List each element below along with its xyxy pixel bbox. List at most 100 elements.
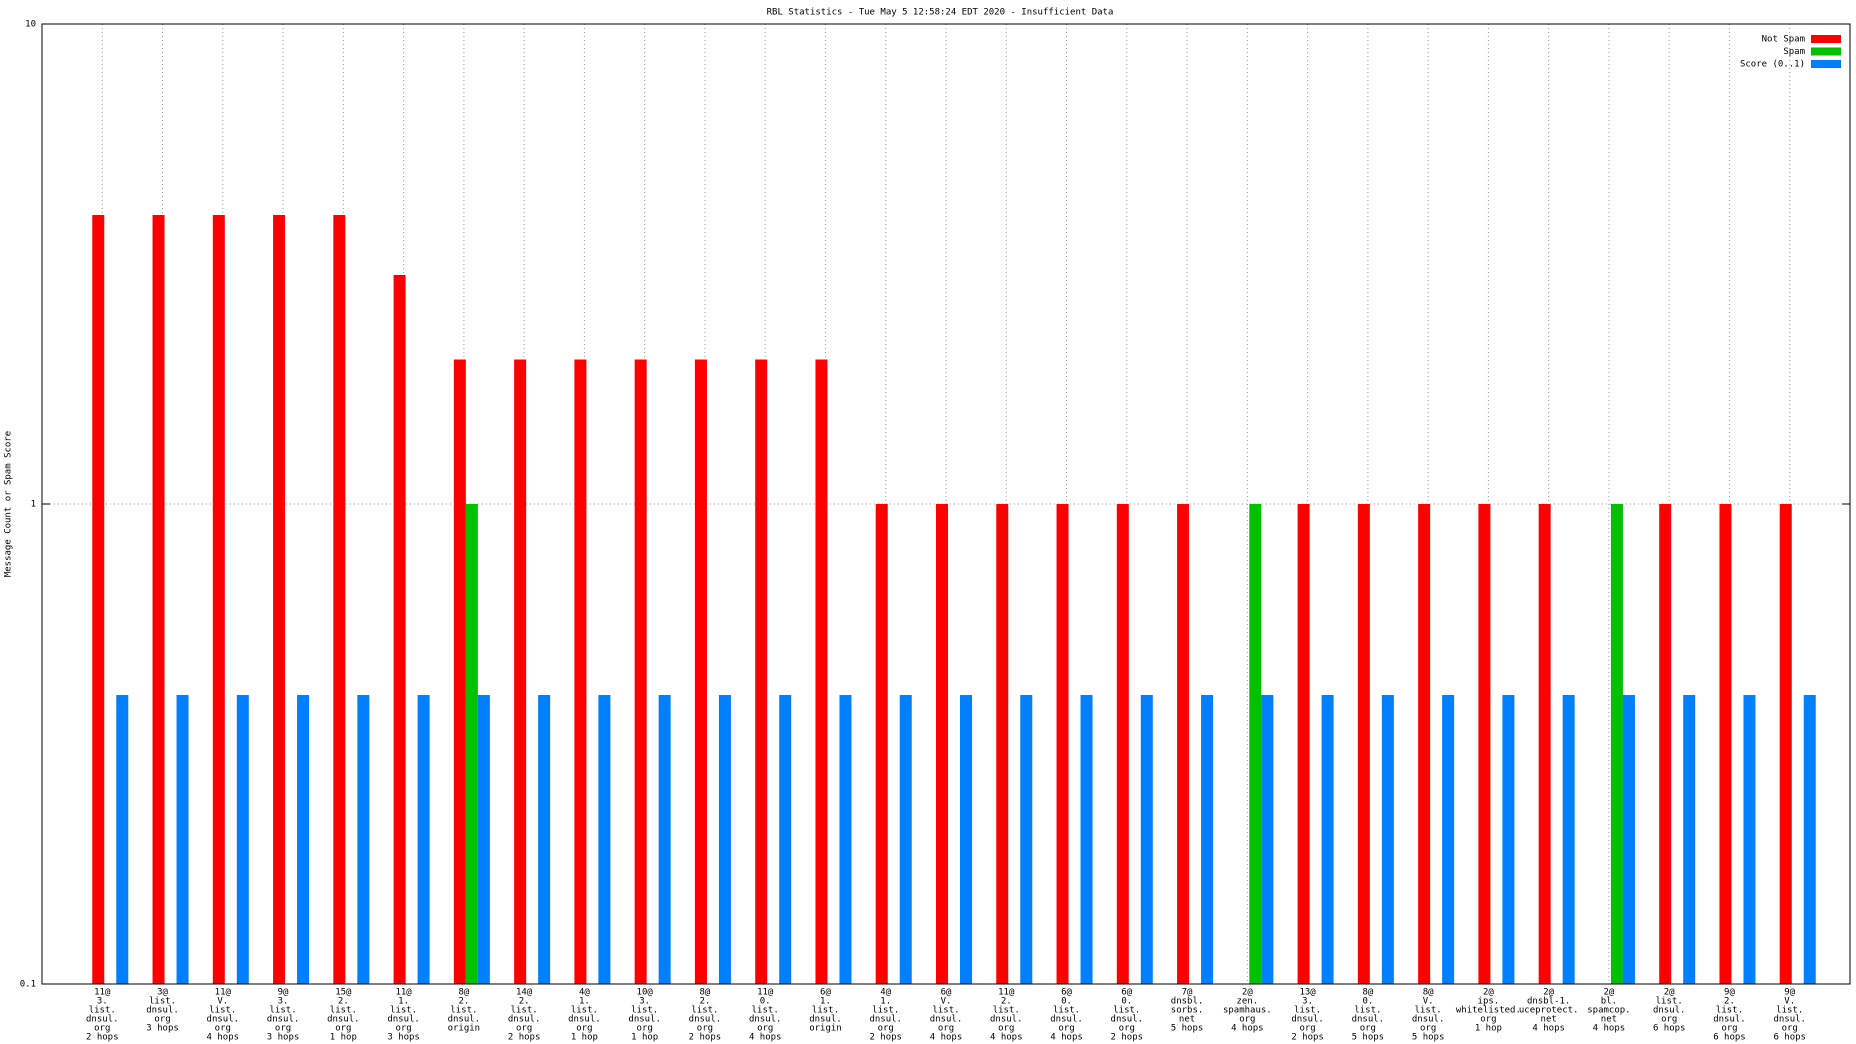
x-tick-label: dnsul. xyxy=(1050,1015,1083,1025)
x-tick-label: 6@ xyxy=(941,988,952,998)
bar xyxy=(658,695,671,984)
bar xyxy=(1381,695,1394,984)
x-tick-label: 4 hops xyxy=(1593,1024,1626,1034)
bar xyxy=(176,695,189,984)
x-tick-label: 10@ xyxy=(637,988,654,998)
bar xyxy=(1056,504,1069,984)
x-tick-label: 5 hops xyxy=(1171,1024,1204,1034)
x-tick-label: list. xyxy=(1415,1006,1442,1016)
x-tick-label: org xyxy=(637,1024,653,1034)
x-tick-label: dnsul. xyxy=(990,1015,1023,1025)
bar xyxy=(1261,695,1274,984)
bar xyxy=(116,695,129,984)
x-tick-label: org xyxy=(1239,1015,1255,1025)
x-tick-label: org xyxy=(395,1024,411,1034)
x-tick-label: 2. xyxy=(338,997,349,1007)
x-tick-label: 6 hops xyxy=(1713,1033,1746,1043)
x-tick-label: V. xyxy=(1423,997,1434,1007)
bar xyxy=(1803,695,1816,984)
x-tick-label: 2@ xyxy=(1604,988,1615,998)
x-tick-label: list. xyxy=(1053,1006,1080,1016)
x-tick-label: org xyxy=(1360,1024,1376,1034)
bar xyxy=(815,359,828,984)
x-tick-label: 4@ xyxy=(880,988,891,998)
x-tick-label: org xyxy=(1299,1024,1315,1034)
bar xyxy=(1743,695,1756,984)
x-tick-label: dnsul. xyxy=(568,1015,601,1025)
bar xyxy=(417,695,430,984)
x-tick-label: 3. xyxy=(278,997,289,1007)
legend-swatch xyxy=(1811,35,1841,43)
bar xyxy=(236,695,249,984)
bar xyxy=(936,504,948,984)
x-tick-label: 2 hops xyxy=(508,1033,541,1043)
x-tick-label: org xyxy=(1721,1024,1737,1034)
x-tick-label: dnsul. xyxy=(689,1015,722,1025)
x-tick-label: list. xyxy=(1716,1006,1743,1016)
x-tick-label: whitelisted. xyxy=(1456,1006,1521,1016)
bar xyxy=(1418,504,1431,984)
bar xyxy=(1562,695,1575,984)
bar xyxy=(1357,504,1370,984)
x-tick-label: list. xyxy=(872,1006,899,1016)
x-tick-label: 2. xyxy=(519,997,530,1007)
x-tick-label: 1 hop xyxy=(631,1033,658,1043)
x-tick-label: 3 hops xyxy=(387,1033,420,1043)
x-tick-label: dnsul. xyxy=(1653,1006,1686,1016)
x-tick-label: 8@ xyxy=(458,988,469,998)
x-tick-label: list. xyxy=(571,1006,598,1016)
x-tick-label: 1 hop xyxy=(571,1033,598,1043)
x-tick-label: org xyxy=(94,1024,110,1034)
x-tick-label: org xyxy=(1058,1024,1074,1034)
bar xyxy=(779,695,792,984)
x-tick-label: 11@ xyxy=(215,988,232,998)
x-tick-label: dnsul. xyxy=(387,1015,420,1025)
bar xyxy=(839,695,852,984)
bar xyxy=(333,215,346,984)
x-tick-label: 15@ xyxy=(335,988,352,998)
y-axis-label: Message Count or Spam Score xyxy=(4,431,14,577)
x-tick-label: 2 hops xyxy=(1111,1033,1144,1043)
x-tick-label: list. xyxy=(1294,1006,1321,1016)
bar xyxy=(1249,504,1262,984)
x-tick-label: dnsul. xyxy=(628,1015,661,1025)
x-tick-label: list. xyxy=(390,1006,417,1016)
x-tick-label: 4 hops xyxy=(990,1033,1023,1043)
x-tick-label: 2 hops xyxy=(869,1033,902,1043)
x-tick-label: 6@ xyxy=(1061,988,1072,998)
x-tick-label: list. xyxy=(270,1006,297,1016)
x-tick-label: 5 hops xyxy=(1352,1033,1385,1043)
x-tick-label: 6 hops xyxy=(1653,1024,1686,1034)
x-tick-label: list. xyxy=(691,1006,718,1016)
x-tick-label: 6 hops xyxy=(1773,1033,1806,1043)
x-tick-label: list. xyxy=(89,1006,116,1016)
x-tick-label: dnsul. xyxy=(1291,1015,1324,1025)
x-tick-label: 11@ xyxy=(395,988,412,998)
x-tick-label: list. xyxy=(450,1006,477,1016)
bar xyxy=(1201,695,1214,984)
x-tick-label: org xyxy=(335,1024,351,1034)
x-tick-label: org xyxy=(215,1024,231,1034)
x-tick-label: 8@ xyxy=(1362,988,1373,998)
x-tick-label: org xyxy=(1480,1015,1496,1025)
x-tick-label: dnsul. xyxy=(1412,1015,1445,1025)
bar xyxy=(1622,695,1635,984)
x-tick-label: dnsul. xyxy=(930,1015,963,1025)
x-tick-label: 7@ xyxy=(1182,988,1193,998)
x-tick-label: 3 hops xyxy=(267,1033,300,1043)
x-tick-label: 5 hops xyxy=(1412,1033,1445,1043)
x-tick-label: dnsul. xyxy=(86,1015,119,1025)
x-tick-label: 4 hops xyxy=(207,1033,240,1043)
bar xyxy=(875,504,888,984)
x-tick-label: 3. xyxy=(1302,997,1313,1007)
x-tick-label: dnsul. xyxy=(146,1006,179,1016)
x-tick-label: net xyxy=(1541,1015,1557,1025)
x-tick-label: 2. xyxy=(700,997,711,1007)
bar xyxy=(1478,504,1491,984)
x-tick-label: V. xyxy=(941,997,952,1007)
y-tick-label: 0.1 xyxy=(20,980,36,990)
x-tick-label: 1 hop xyxy=(1475,1024,1502,1034)
x-tick-label: spamhaus. xyxy=(1223,1006,1272,1016)
bar xyxy=(453,359,466,984)
